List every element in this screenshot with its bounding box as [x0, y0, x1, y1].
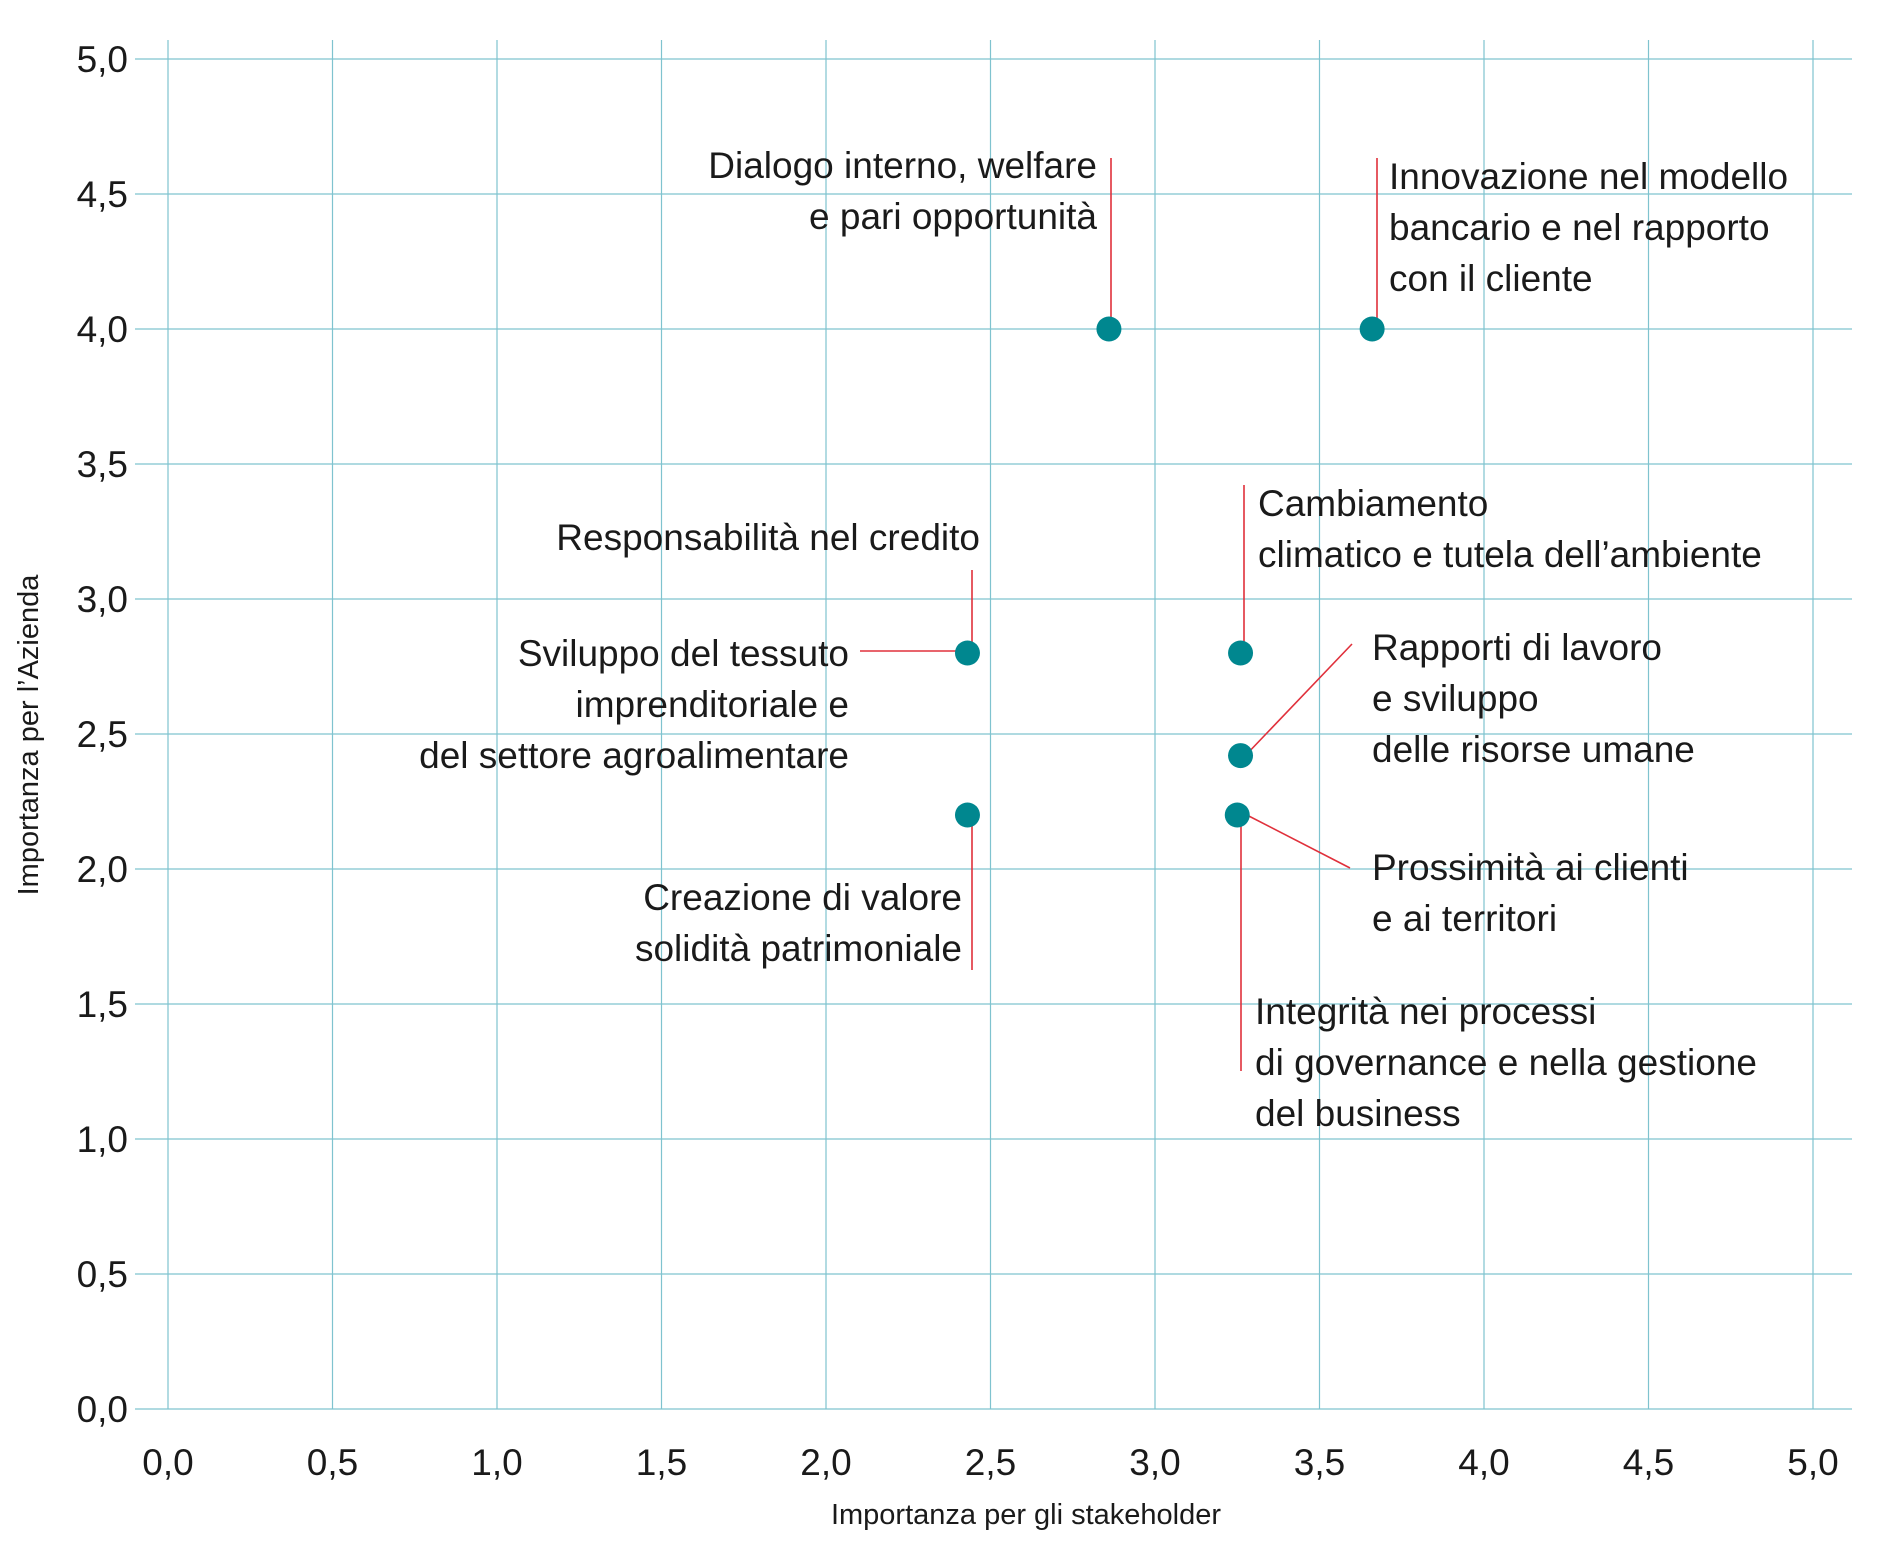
point-label-line: delle risorse umane	[1372, 729, 1695, 770]
y-tick-label: 0,0	[77, 1389, 128, 1430]
x-tick-label: 1,0	[471, 1442, 522, 1483]
point-label-line: Rapporti di lavoro	[1372, 627, 1662, 668]
point-label: Prossimità ai clienti e ai territori	[1372, 847, 1689, 939]
y-tick-label: 3,0	[77, 579, 128, 620]
tick-labels: 0,0 0,5 1,0 1,5 2,0 2,5 3,0 3,5 4,0 4,5 5,0 0,0 0,5 1…	[77, 39, 1839, 1483]
x-tick-label: 1,5	[636, 1442, 687, 1483]
y-tick-label: 4,0	[77, 309, 128, 350]
y-tick-label: 2,5	[77, 714, 128, 755]
data-points	[954, 316, 1385, 828]
point-label: Sviluppo del tessuto imprenditoriale e del…	[419, 633, 849, 776]
x-tick-label: 3,0	[1129, 1442, 1180, 1483]
point-label-line: Integrità nei processi	[1255, 991, 1596, 1032]
grid	[135, 40, 1852, 1410]
data-point	[1224, 802, 1250, 828]
data-point	[1228, 743, 1254, 769]
x-tick-label: 5,0	[1787, 1442, 1838, 1483]
data-point	[954, 802, 980, 828]
point-label-line: del business	[1255, 1093, 1461, 1134]
point-label-line: Responsabilità nel credito	[556, 517, 980, 558]
leader-line	[1243, 643, 1353, 758]
y-tick-label: 4,5	[77, 174, 128, 215]
x-tick-label: 2,0	[800, 1442, 851, 1483]
point-label-line: Dialogo interno, welfare	[708, 145, 1097, 186]
x-tick-label: 4,0	[1458, 1442, 1509, 1483]
data-point	[954, 640, 980, 666]
point-label: Innovazione nel modello bancario e nel ra…	[1389, 156, 1788, 299]
data-point	[1228, 640, 1254, 666]
y-tick-label: 1,5	[77, 984, 128, 1025]
point-label-line: e pari opportunità	[809, 196, 1097, 237]
point-label-line: Innovazione nel modello	[1389, 156, 1788, 197]
y-tick-label: 5,0	[77, 39, 128, 80]
point-label-line: di governance e nella gestione	[1255, 1042, 1757, 1083]
point-label-line: con il cliente	[1389, 258, 1593, 299]
y-tick-label: 0,5	[77, 1254, 128, 1295]
x-tick-label: 0,0	[142, 1442, 193, 1483]
point-label-line: solidità patrimoniale	[635, 928, 962, 969]
x-tick-label: 3,5	[1294, 1442, 1345, 1483]
point-label: Responsabilità nel credito	[556, 517, 980, 558]
y-axis-title: Importanza per l’Azienda	[13, 574, 45, 896]
point-label-line: del settore agroalimentare	[419, 735, 849, 776]
point-label: Cambiamento climatico e tutela dell’ambie…	[1258, 483, 1762, 575]
point-label: Integrità nei processi di governance e ne…	[1255, 991, 1757, 1134]
point-label: Dialogo interno, welfare e pari opportuni…	[708, 145, 1097, 237]
point-label-line: climatico e tutela dell’ambiente	[1258, 534, 1762, 575]
point-label-line: e sviluppo	[1372, 678, 1539, 719]
point-label-line: Creazione di valore	[643, 877, 962, 918]
y-tick-label: 1,0	[77, 1119, 128, 1160]
x-tick-label: 0,5	[307, 1442, 358, 1483]
point-label-line: Sviluppo del tessuto	[518, 633, 849, 674]
point-label-line: Prossimità ai clienti	[1372, 847, 1689, 888]
point-label-line: Cambiamento	[1258, 483, 1488, 524]
point-label-line: imprenditoriale e	[575, 684, 849, 725]
x-tick-label: 4,5	[1623, 1442, 1674, 1483]
data-point	[1096, 316, 1122, 342]
x-tick-label: 2,5	[965, 1442, 1016, 1483]
point-label-line: e ai territori	[1372, 898, 1557, 939]
point-label-line: bancario e nel rapporto	[1389, 207, 1770, 248]
y-tick-label: 2,0	[77, 849, 128, 890]
point-label: Creazione di valore solidità patrimoniale	[635, 877, 962, 969]
leader-lines	[860, 158, 1378, 1071]
point-labels: Dialogo interno, welfare e pari opportuni…	[419, 145, 1788, 1134]
data-point	[1359, 316, 1385, 342]
y-tick-label: 3,5	[77, 444, 128, 485]
leader-line	[1240, 811, 1351, 869]
x-axis-title: Importanza per gli stakeholder	[831, 1499, 1221, 1531]
point-label: Rapporti di lavoro e sviluppo delle risors…	[1372, 627, 1695, 770]
